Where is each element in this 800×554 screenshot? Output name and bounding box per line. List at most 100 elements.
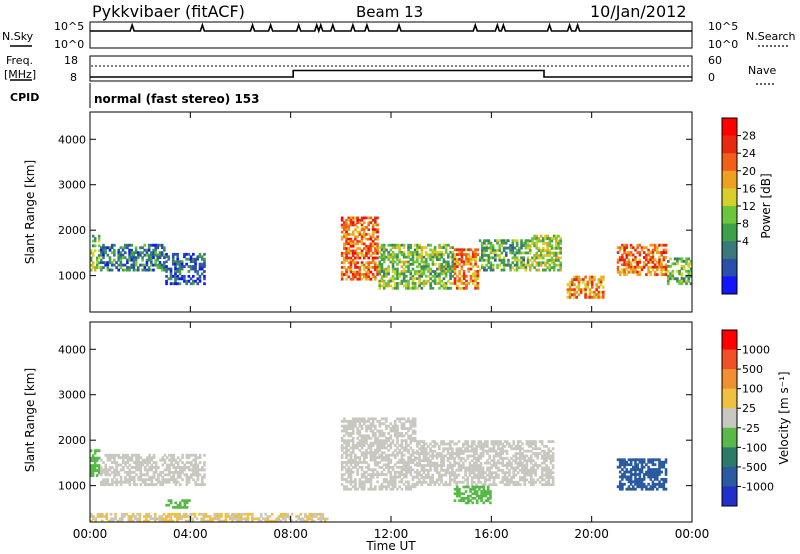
data-cell	[526, 241, 530, 245]
data-cell	[367, 419, 371, 423]
data-cell	[435, 468, 439, 472]
data-cell	[444, 250, 448, 254]
data-cell	[391, 453, 395, 457]
data-cell	[433, 442, 437, 446]
data-cell	[367, 228, 371, 232]
data-cell	[351, 422, 355, 426]
data-cell	[474, 260, 477, 264]
data-cell	[516, 464, 520, 467]
data-cell	[543, 452, 546, 455]
data-cell	[689, 282, 693, 286]
data-cell	[551, 483, 555, 487]
data-cell	[492, 447, 496, 451]
data-cell	[200, 265, 204, 268]
data-cell	[422, 282, 426, 285]
data-cell	[165, 267, 168, 271]
data-cell	[156, 243, 160, 247]
data-cell	[349, 475, 353, 479]
data-cell	[100, 483, 103, 487]
data-cell	[544, 261, 547, 265]
data-cell	[552, 254, 556, 257]
data-cell	[634, 463, 637, 467]
data-cell	[533, 258, 536, 262]
data-cell	[160, 246, 164, 250]
data-cell	[374, 218, 377, 222]
data-cell	[176, 282, 180, 286]
data-cell	[147, 243, 151, 247]
data-cell	[424, 464, 428, 467]
data-cell	[378, 434, 382, 438]
data-cell	[391, 485, 395, 489]
data-cell	[623, 473, 626, 476]
data-cell	[161, 483, 165, 487]
data-cell	[380, 487, 384, 491]
data-cell	[183, 501, 187, 505]
data-cell	[102, 261, 105, 265]
data-cell	[130, 470, 134, 474]
data-cell	[642, 477, 646, 481]
data-cell	[349, 218, 353, 222]
data-cell	[182, 515, 186, 518]
data-cell	[409, 446, 413, 450]
data-cell	[651, 265, 655, 269]
data-cell	[471, 487, 475, 491]
data-cell	[656, 268, 659, 272]
data-cell	[389, 422, 393, 426]
data-cell	[104, 251, 107, 255]
data-cell	[378, 453, 382, 457]
data-cell	[405, 432, 408, 435]
data-cell	[660, 470, 663, 474]
data-cell	[483, 258, 486, 262]
data-cell	[369, 429, 373, 433]
data-cell	[640, 463, 644, 467]
data-cell	[356, 427, 359, 430]
data-cell	[409, 465, 413, 469]
data-cell	[194, 270, 197, 273]
data-cell	[396, 253, 399, 257]
data-cell	[422, 442, 426, 446]
data-cell	[136, 251, 140, 255]
data-cell	[488, 471, 491, 475]
data-cell	[438, 258, 441, 261]
data-cell	[124, 470, 127, 474]
data-cell	[128, 456, 132, 460]
data-cell	[358, 240, 362, 243]
data-cell	[448, 466, 452, 470]
data-cell	[145, 263, 149, 267]
data-cell	[621, 268, 624, 272]
data-cell	[161, 475, 165, 479]
data-cell	[531, 239, 534, 243]
data-cell	[444, 284, 448, 288]
data-cell	[547, 456, 551, 460]
data-cell	[185, 282, 188, 286]
data-cell	[120, 515, 124, 518]
data-cell	[492, 454, 496, 458]
data-cell	[634, 477, 637, 481]
data-cell	[479, 452, 483, 455]
data-cell	[340, 254, 344, 258]
data-cell	[470, 440, 474, 443]
data-cell	[470, 459, 474, 463]
data-cell	[676, 262, 679, 266]
data-cell	[471, 282, 475, 285]
data-cell	[503, 473, 507, 477]
data-cell	[387, 439, 390, 443]
data-cell	[451, 270, 455, 273]
data-cell	[367, 233, 371, 236]
data-cell	[590, 278, 594, 282]
data-cell	[159, 480, 162, 484]
data-cell	[362, 273, 366, 276]
data-cell	[196, 466, 200, 469]
data-cell	[515, 251, 519, 255]
data-cell	[448, 480, 452, 484]
data-cell	[402, 475, 406, 479]
data-cell	[409, 473, 413, 477]
data-cell	[117, 251, 120, 255]
data-cell	[356, 216, 359, 220]
data-cell	[649, 251, 653, 255]
data-cell	[150, 468, 154, 472]
data-cell	[514, 473, 518, 477]
data-cell	[413, 436, 417, 440]
data-cell	[513, 256, 517, 260]
data-cell	[528, 266, 532, 270]
